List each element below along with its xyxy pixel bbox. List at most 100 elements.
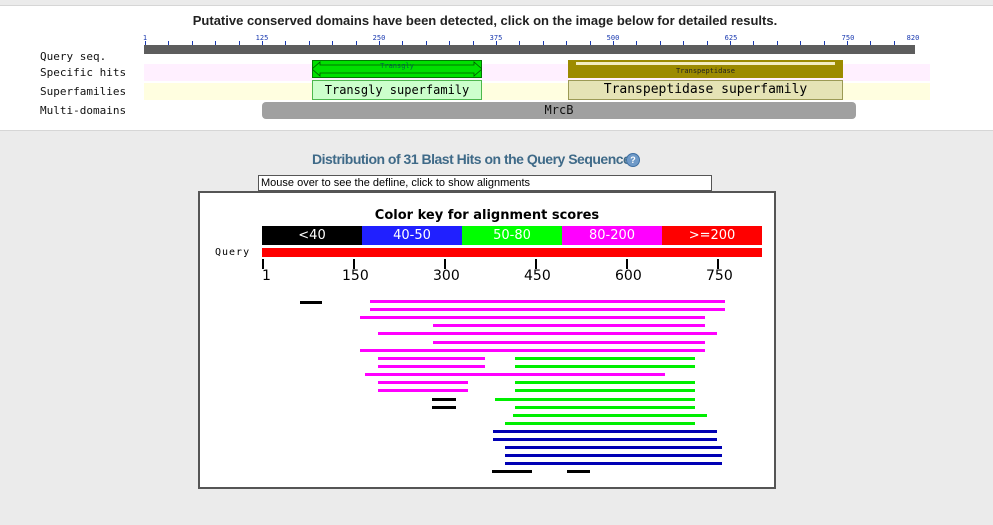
blast-hits-graph[interactable]: Color key for alignment scores <40 40-50… xyxy=(198,191,776,489)
ruler-minor-tick xyxy=(894,41,895,45)
query-label: Query xyxy=(215,247,251,258)
blast-hit[interactable] xyxy=(515,389,695,392)
ruler-minor-tick xyxy=(660,41,661,45)
blast-hit[interactable] xyxy=(567,470,590,473)
ruler-minor-tick xyxy=(707,41,708,45)
blast-hit[interactable] xyxy=(505,446,722,449)
ruler-minor-tick xyxy=(426,41,427,45)
ruler-minor-tick xyxy=(332,41,333,45)
ruler-tick-label: 500 xyxy=(606,34,620,42)
axis-tick xyxy=(535,259,537,269)
blast-hit[interactable] xyxy=(493,430,717,433)
ruler-tick-label: 750 xyxy=(841,34,855,42)
blast-hit[interactable] xyxy=(360,349,705,352)
blast-hit[interactable] xyxy=(365,373,665,376)
blast-hit[interactable] xyxy=(492,470,532,473)
transpeptidase-specific-hit[interactable]: Transpeptidase xyxy=(568,60,843,78)
ruler-minor-tick xyxy=(590,41,591,45)
blast-hit[interactable] xyxy=(433,341,705,344)
axis-label: 1 xyxy=(262,268,271,284)
blast-hit[interactable] xyxy=(493,438,717,441)
help-icon[interactable]: ? xyxy=(626,153,640,167)
blast-hit[interactable] xyxy=(505,422,695,425)
query-sequence-bar[interactable] xyxy=(144,45,915,54)
ruler-minor-tick xyxy=(824,41,825,45)
ruler-minor-tick xyxy=(309,41,310,45)
blast-hit[interactable] xyxy=(515,365,695,368)
color-key-40-50: 40-50 xyxy=(362,226,462,245)
ruler-minor-tick xyxy=(449,41,450,45)
ruler-minor-tick xyxy=(285,41,286,45)
blast-hit[interactable] xyxy=(505,454,722,457)
transgly-hit-label: Transgly xyxy=(380,62,414,70)
ruler-tick-label: 125 xyxy=(255,34,269,42)
query-seq-label: Query seq. xyxy=(40,50,107,63)
transgly-specific-hit[interactable]: Transgly xyxy=(312,60,482,78)
ruler-minor-tick xyxy=(800,41,801,45)
ruler-minor-tick xyxy=(870,41,871,45)
ruler-tick-label: 625 xyxy=(724,34,738,42)
blast-hit[interactable] xyxy=(378,365,485,368)
transpeptidase-hit-label: Transpeptidase xyxy=(675,67,735,75)
transpeptidase-hit-stripe xyxy=(576,62,835,65)
color-key-gte200: >=200 xyxy=(662,226,762,245)
ruler-minor-tick xyxy=(262,41,263,45)
axis-tick xyxy=(717,259,719,269)
blast-hit[interactable] xyxy=(515,357,695,360)
ruler-tick-label: 1 xyxy=(142,34,148,42)
axis-tick xyxy=(444,259,446,269)
blast-hit[interactable] xyxy=(505,462,722,465)
blast-hit[interactable] xyxy=(360,316,705,319)
blast-hit[interactable] xyxy=(515,406,695,409)
transgly-superfamily[interactable]: Transgly superfamily xyxy=(312,80,482,100)
ruler-minor-tick xyxy=(215,41,216,45)
blast-hit[interactable] xyxy=(513,414,707,417)
ruler-tick-label: 375 xyxy=(489,34,503,42)
query-score-bar xyxy=(262,248,762,257)
blast-hit[interactable] xyxy=(370,300,725,303)
axis-label: 300 xyxy=(433,268,460,284)
mrcb-multi-domain[interactable]: MrcB xyxy=(262,102,856,119)
ruler-minor-tick xyxy=(613,41,614,45)
blast-hit[interactable] xyxy=(378,332,717,335)
axis-tick xyxy=(353,259,355,269)
color-key-lt40: <40 xyxy=(262,226,362,245)
blast-hit[interactable] xyxy=(432,406,456,409)
ruler-minor-tick xyxy=(753,41,754,45)
transgly-arrow-icon xyxy=(312,61,482,77)
ruler-minor-tick xyxy=(168,41,169,45)
superfamilies-label: Superfamilies xyxy=(40,85,127,98)
ruler-minor-tick xyxy=(730,41,731,45)
ruler-tick-label: 250 xyxy=(372,34,386,42)
axis-label: 600 xyxy=(615,268,642,284)
ruler-minor-tick xyxy=(566,41,567,45)
ruler-minor-tick xyxy=(496,41,497,45)
blast-hit[interactable] xyxy=(378,357,485,360)
ruler-minor-tick xyxy=(636,41,637,45)
blast-hit[interactable] xyxy=(300,301,322,304)
ruler-minor-tick xyxy=(777,41,778,45)
ruler-minor-tick xyxy=(519,41,520,45)
axis-tick xyxy=(262,259,264,269)
ruler-minor-tick xyxy=(239,41,240,45)
transpeptidase-superfamily[interactable]: Transpeptidase superfamily xyxy=(568,80,843,100)
defline-box: Mouse over to see the defline, click to … xyxy=(258,175,712,191)
ruler-minor-tick xyxy=(543,41,544,45)
color-key-50-80: 50-80 xyxy=(462,226,562,245)
specific-hits-label: Specific hits xyxy=(40,66,127,79)
ruler-minor-tick xyxy=(847,41,848,45)
blast-hit[interactable] xyxy=(432,398,456,401)
blast-hit[interactable] xyxy=(370,308,725,311)
blast-hit[interactable] xyxy=(495,398,695,401)
blast-hit[interactable] xyxy=(515,381,695,384)
blast-hit[interactable] xyxy=(378,389,468,392)
ruler-minor-tick xyxy=(402,41,403,45)
axis-label: 450 xyxy=(524,268,551,284)
blast-hit[interactable] xyxy=(378,381,468,384)
blast-distribution-title: Distribution of 31 Blast Hits on the Que… xyxy=(312,151,631,167)
ruler-minor-tick xyxy=(379,41,380,45)
axis-label: 150 xyxy=(342,268,369,284)
ruler-minor-tick xyxy=(145,41,146,45)
blast-hit[interactable] xyxy=(433,324,705,327)
color-key-80-200: 80-200 xyxy=(562,226,662,245)
